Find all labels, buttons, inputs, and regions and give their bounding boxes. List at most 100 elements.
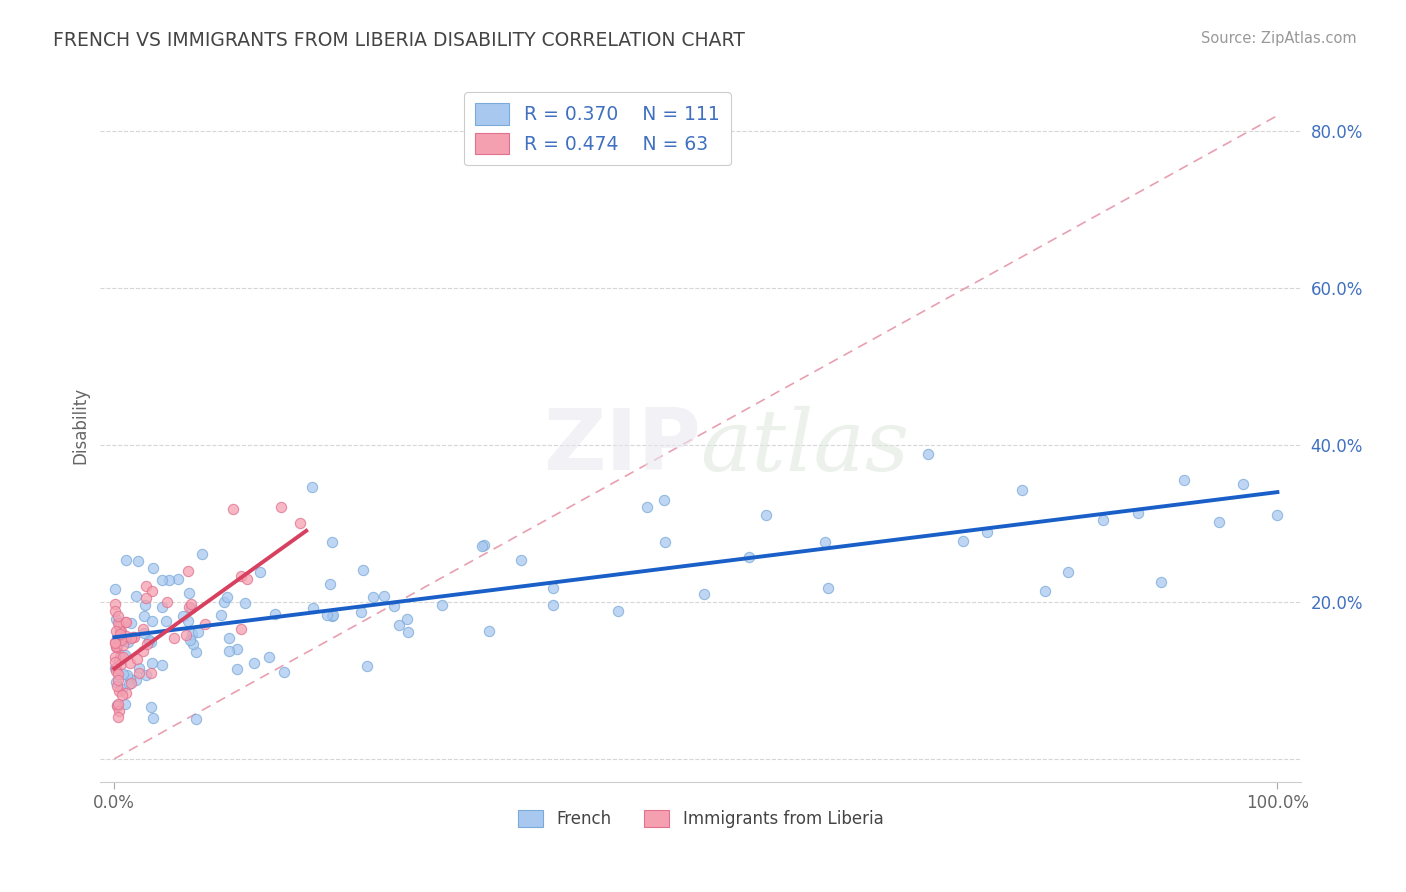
Point [105,674,128,689]
Point [139,665,162,680]
Point [236,572,259,586]
Point [177,614,200,628]
Point [177,599,200,614]
Point [141,583,163,598]
Point [108,652,131,666]
Point [142,561,165,575]
Point [107,667,129,681]
Point [270,500,292,515]
Point [478,624,501,638]
Point [141,700,163,714]
Point [132,644,155,658]
Point [108,704,131,718]
Point [150,600,173,615]
Point [134,598,156,612]
Point [356,659,378,673]
Y-axis label: Disability: Disability [72,387,89,464]
Point [218,643,240,657]
Point [654,535,676,549]
Point [396,611,419,625]
Point [111,667,134,681]
Point [174,628,197,642]
Point [105,660,128,674]
Point [120,616,142,631]
Point [1091,512,1114,526]
Point [108,617,131,632]
Point [472,538,495,552]
Point [132,625,155,640]
Point [108,619,131,633]
Point [104,604,127,618]
Point [108,632,131,647]
Point [226,662,249,676]
Point [322,607,344,622]
Point [243,656,266,670]
Point [115,686,138,700]
Point [135,591,157,606]
Point [817,581,839,595]
Point [353,563,375,577]
Point [186,712,208,726]
Point [104,635,127,649]
Point [110,681,132,696]
Point [221,502,243,516]
Point [636,500,658,515]
Point [1033,583,1056,598]
Point [976,525,998,540]
Point [122,630,145,644]
Point [107,632,129,646]
Point [382,599,405,614]
Point [136,637,159,651]
Point [952,533,974,548]
Point [373,589,395,603]
Point [108,649,131,664]
Point [430,599,453,613]
Point [105,698,128,712]
Point [107,710,129,724]
Point [321,535,343,549]
Point [179,586,201,600]
Point [105,699,128,714]
Point [108,624,131,638]
Point [212,595,235,609]
Point [155,614,177,628]
Point [141,614,163,628]
Point [209,608,232,623]
Point [111,638,134,652]
Point [108,684,131,698]
Point [105,680,128,694]
Point [104,661,127,675]
Point [301,480,323,494]
Point [114,615,136,630]
Point [509,552,531,566]
Point [1173,473,1195,487]
Point [273,665,295,679]
Point [1150,574,1173,589]
Point [229,623,252,637]
Text: atlas: atlas [700,406,910,488]
Point [104,612,127,626]
Point [167,572,190,586]
Point [181,637,204,651]
Point [543,598,565,612]
Point [181,627,204,641]
Point [233,595,256,609]
Point [263,607,285,621]
Point [110,657,132,672]
Point [179,632,201,647]
Point [110,633,132,648]
Point [110,626,132,640]
Point [112,649,135,664]
Point [104,635,127,649]
Point [218,631,240,645]
Point [104,597,127,611]
Point [135,668,157,682]
Legend: French, Immigrants from Liberia: French, Immigrants from Liberia [510,803,890,835]
Point [471,539,494,553]
Point [156,595,179,609]
Point [180,597,202,611]
Point [107,697,129,711]
Point [120,631,142,645]
Point [259,649,281,664]
Point [606,603,628,617]
